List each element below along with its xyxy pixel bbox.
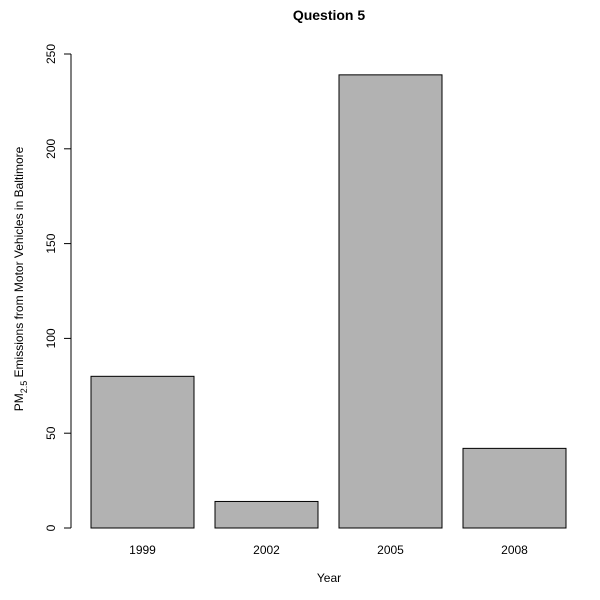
bar-2008	[462, 447, 567, 529]
x-axis-label: Year	[317, 571, 341, 585]
x-tick-label-2005: 2005	[377, 543, 404, 557]
y-tick-label: 50	[44, 426, 58, 440]
y-tick-label: 150	[44, 233, 58, 253]
y-axis-label-subscript: 2.5	[19, 381, 29, 394]
y-tick-label: 250	[44, 44, 58, 64]
y-axis: 0 50 100 150 200 250	[44, 44, 72, 531]
x-tick-label-1999: 1999	[129, 543, 156, 557]
y-tick-label: 100	[44, 328, 58, 348]
y-tick-label: 0	[44, 524, 58, 531]
y-axis-label: PM2.5 Emissions from Motor Vehicles in B…	[12, 146, 29, 411]
x-axis-labels: 1999 2002 2005 2008	[129, 543, 528, 557]
bars	[90, 74, 567, 529]
y-tick-label: 200	[44, 138, 58, 158]
y-axis-label-suffix: Emissions from Motor Vehicles in Baltimo…	[12, 146, 26, 380]
x-tick-label-2008: 2008	[501, 543, 528, 557]
y-axis-label-prefix: PM	[12, 393, 26, 411]
x-tick-label-2002: 2002	[253, 543, 280, 557]
bar-2002	[214, 500, 319, 529]
bar-2005	[338, 74, 443, 529]
bar-1999	[90, 375, 195, 529]
chart-title: Question 5	[293, 7, 366, 23]
